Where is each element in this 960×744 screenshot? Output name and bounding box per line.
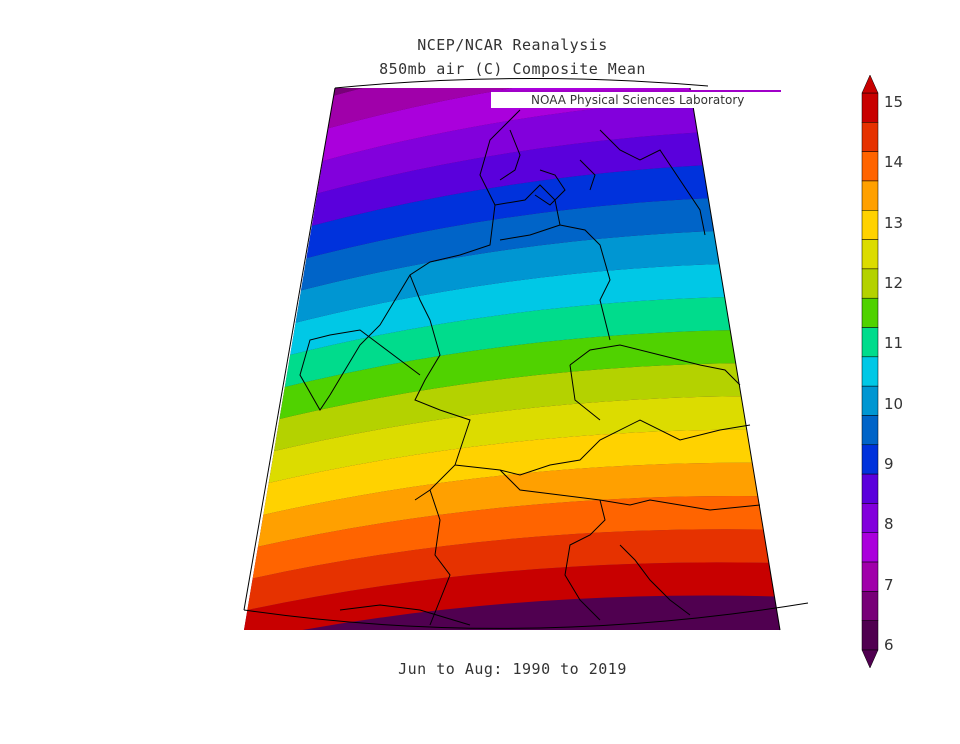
colorbar-cell: [861, 561, 879, 592]
colorbar-label: 9: [884, 455, 894, 473]
temperature-band: [244, 462, 780, 549]
map-frame-left: [243, 87, 336, 611]
colorbar-label: 11: [884, 334, 904, 353]
colorbar-max-arrow: [861, 74, 879, 94]
temperature-band: [244, 88, 780, 152]
map-frame-bottom: [243, 602, 809, 629]
map-frame-right: [689, 87, 781, 631]
colorbar-cell: [861, 591, 879, 621]
temperature-band: [244, 88, 780, 122]
title-line-2: 850mb air (C) Composite Mean: [379, 60, 646, 78]
colorbar-cell: [861, 122, 879, 152]
colorbar-cell: [861, 180, 879, 211]
country-borders: [299, 109, 761, 626]
colorbar-label: 8: [884, 515, 894, 534]
temperature-band: [244, 529, 780, 610]
colorbar-label: 7: [884, 575, 894, 594]
colorbar-cell: [861, 532, 879, 563]
colorbar-cell: [861, 327, 879, 358]
temperature-band: [244, 329, 780, 427]
colorbar-cell: [861, 620, 879, 651]
colorbar-label: 13: [884, 213, 904, 232]
colorbar-cell: [861, 444, 879, 475]
temperature-band: [244, 429, 780, 518]
temperature-band: [244, 229, 780, 335]
colorbar-cell: [861, 415, 879, 446]
colorbar-label: 15: [884, 93, 904, 111]
temperature-bands: [244, 88, 780, 630]
colorbar-label: 12: [884, 274, 904, 292]
colorbar-cell: [861, 239, 879, 270]
colorbar-cell: [861, 210, 879, 240]
temperature-band: [244, 195, 780, 305]
temperature-band: [244, 262, 780, 366]
title-line-1: NCEP/NCAR Reanalysis: [417, 36, 608, 54]
colorbar-cell: [861, 92, 879, 123]
temperature-band: [244, 496, 780, 579]
map-frame-top: [334, 77, 709, 89]
colorbar-min-arrow: [861, 649, 879, 669]
colorbar-cells: [861, 74, 879, 669]
colorbar-label: 6: [884, 636, 894, 654]
temperature-band: [244, 296, 780, 396]
colorbar-label: 14: [884, 153, 904, 172]
colorbar-cell: [861, 473, 879, 504]
colorbar-cell: [861, 503, 879, 533]
colorbar-cell: [861, 385, 879, 416]
temperature-band: [244, 562, 780, 630]
colorbar-cell: [861, 151, 879, 182]
colorbar-cell: [861, 356, 879, 387]
colorbar-cell: [861, 268, 879, 299]
colorbar-label: 10: [884, 394, 904, 413]
temperature-band: [244, 396, 780, 488]
period-label: Jun to Aug: 1990 to 2019: [398, 660, 627, 678]
temperature-band: [244, 362, 780, 457]
credit-label: NOAA Physical Sciences Laboratory: [491, 90, 781, 108]
temperature-band: [244, 95, 780, 213]
colorbar-cell: [861, 297, 879, 328]
temperature-band: [244, 162, 780, 274]
